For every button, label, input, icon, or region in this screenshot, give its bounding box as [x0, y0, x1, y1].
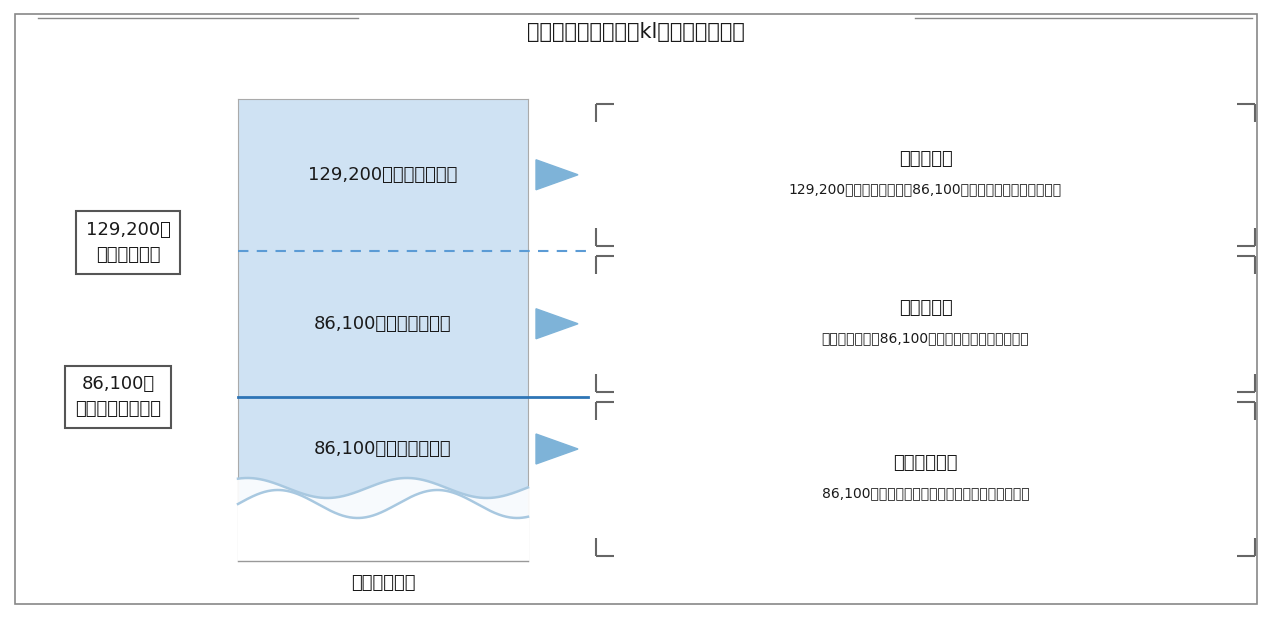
Text: 129,200円
＜上限価格＞: 129,200円 ＜上限価格＞ — [85, 221, 170, 264]
Text: 86,100円
＜基準燃料価格＞: 86,100円 ＜基準燃料価格＞ — [75, 376, 162, 418]
Text: プラス調整: プラス調整 — [898, 299, 953, 317]
Text: プラス調整: プラス調整 — [898, 150, 953, 168]
Text: 129,200円＜上限価格＞－86,100円＜基準燃料価格＞の差分: 129,200円＜上限価格＞－86,100円＜基準燃料価格＞の差分 — [789, 182, 1062, 196]
Polygon shape — [536, 160, 577, 190]
Text: 平均燃料価格－86,100円＜基準燃料価格＞の差分: 平均燃料価格－86,100円＜基準燃料価格＞の差分 — [822, 331, 1029, 345]
Text: 129,200円を上回る場合: 129,200円を上回る場合 — [308, 166, 458, 184]
Text: マイナス調整: マイナス調整 — [893, 454, 958, 472]
Polygon shape — [536, 309, 577, 339]
Text: 平均燃料価格: 平均燃料価格 — [351, 574, 415, 592]
Text: 86,100円を上回る場合: 86,100円を上回る場合 — [314, 315, 452, 333]
Polygon shape — [536, 434, 577, 464]
FancyBboxPatch shape — [15, 14, 1257, 604]
Bar — [238, 99, 528, 561]
Text: 平均燃料価格（円／kl）と燃料費調整: 平均燃料価格（円／kl）と燃料費調整 — [527, 22, 745, 42]
Text: 86,100円を下回る場合: 86,100円を下回る場合 — [314, 440, 452, 458]
Text: 86,100円＜基準燃料価格＞－平均燃料価格の差分: 86,100円＜基準燃料価格＞－平均燃料価格の差分 — [822, 486, 1029, 500]
